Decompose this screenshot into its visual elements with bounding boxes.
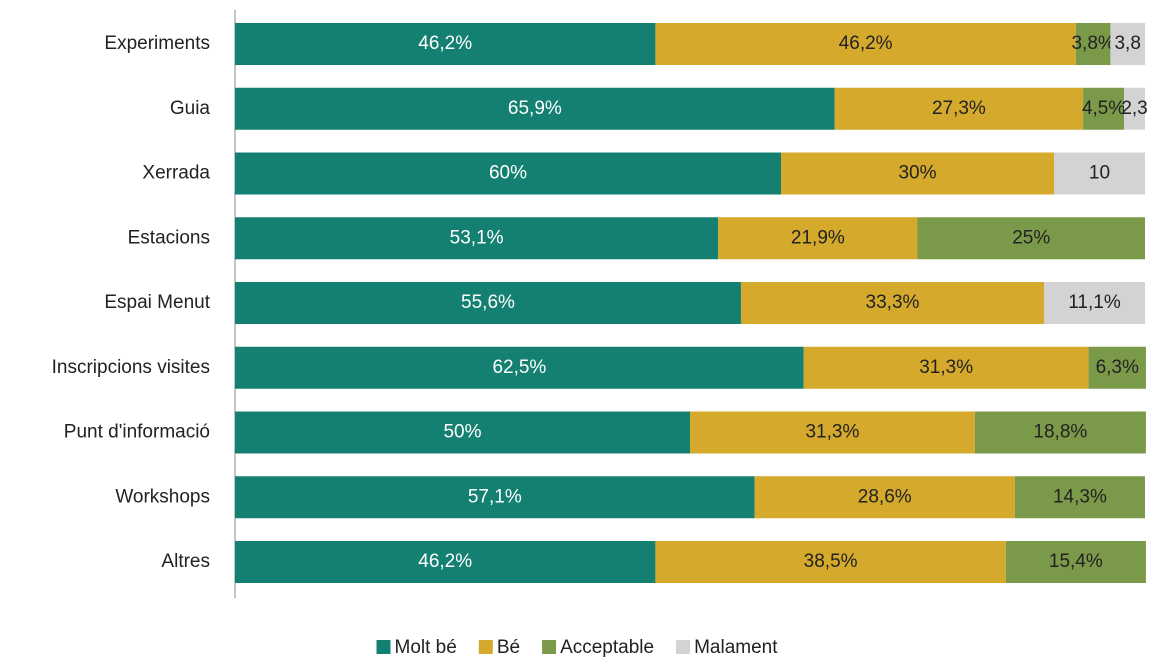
data-label: 28,6%: [858, 486, 912, 507]
y-tick-label: Punt d'informació: [64, 422, 210, 443]
data-label: 4,5%: [1082, 98, 1125, 119]
bar-segment: [1014, 476, 1145, 519]
data-label: 31,3%: [805, 422, 859, 443]
data-label: 31,3%: [919, 357, 973, 378]
legend-swatch: [676, 640, 691, 654]
y-tick-label: Espai Menut: [104, 292, 210, 313]
data-label: 6,3%: [1096, 357, 1139, 378]
bar-segment: [974, 411, 1146, 454]
data-label: 3,8%: [1071, 33, 1114, 54]
data-label: 46,2%: [418, 551, 472, 572]
bar-segment: [235, 217, 719, 260]
data-label: 65,9%: [508, 98, 562, 119]
y-tick-label: Workshops: [115, 486, 210, 507]
legend-label: Bé: [497, 637, 520, 658]
bar-segment: [235, 282, 741, 324]
bar-segment: [1083, 87, 1125, 130]
data-label: 46,2%: [418, 33, 472, 54]
data-label: 27,3%: [932, 98, 986, 119]
bar-segment: [1110, 23, 1145, 65]
data-label: 50%: [443, 422, 481, 443]
bar-segment: [1054, 152, 1145, 195]
y-tick-label: Experiments: [104, 33, 210, 54]
data-label: 21,9%: [791, 227, 845, 248]
bar-segment: [235, 23, 656, 65]
data-label: 57,1%: [468, 486, 522, 507]
data-label: 10: [1089, 163, 1110, 184]
bar-segment: [917, 217, 1145, 260]
bar-segment: [655, 541, 1006, 583]
bar-segment: [1075, 23, 1111, 65]
bar-segment: [1088, 346, 1146, 389]
data-label: 38,5%: [804, 551, 858, 572]
bar-segment: [718, 217, 918, 260]
legend-swatch: [376, 640, 391, 654]
legend-swatch: [542, 640, 557, 654]
legend-label: Acceptable: [560, 637, 654, 658]
bar-segment: [235, 541, 656, 583]
bar-segment: [1043, 282, 1145, 324]
bar-segment: [754, 476, 1015, 519]
y-tick-label: Altres: [161, 551, 210, 572]
bar-segment: [1005, 541, 1146, 583]
bar-segment: [655, 23, 1076, 65]
legend-label: Malament: [694, 637, 778, 658]
data-label: 15,4%: [1049, 551, 1103, 572]
data-label: 11,1%: [1068, 292, 1121, 313]
data-label: 30%: [898, 163, 936, 184]
y-tick-label: Estacions: [128, 227, 210, 248]
data-label: 53,1%: [450, 227, 504, 248]
bar-segment: [834, 87, 1084, 130]
data-label: 60%: [489, 163, 527, 184]
bar-segment: [1124, 87, 1145, 130]
bar-segment: [781, 152, 1054, 195]
bar-segment: [690, 411, 975, 454]
legend-label: Molt bé: [395, 637, 457, 658]
data-label: 14,3%: [1053, 486, 1107, 507]
y-tick-label: Guia: [170, 98, 211, 119]
bar-segment: [803, 346, 1089, 389]
data-label: 33,3%: [866, 292, 920, 313]
data-label: 3,8: [1114, 33, 1140, 54]
data-label: 62,5%: [492, 357, 546, 378]
data-label: 18,8%: [1033, 422, 1087, 443]
y-tick-label: Inscripcions visites: [52, 357, 210, 378]
bar-segment: [235, 411, 690, 454]
bar-segment: [235, 87, 835, 130]
legend-swatch: [478, 640, 493, 654]
data-label: 55,6%: [461, 292, 515, 313]
y-tick-label: Xerrada: [142, 163, 210, 184]
data-label: 46,2%: [839, 33, 893, 54]
bar-segment: [235, 152, 781, 195]
bar-segment: [235, 476, 755, 519]
bar-segment: [740, 282, 1044, 324]
data-label: 2,3: [1121, 98, 1147, 119]
data-label: 25%: [1012, 227, 1050, 248]
bar-segment: [235, 346, 804, 389]
